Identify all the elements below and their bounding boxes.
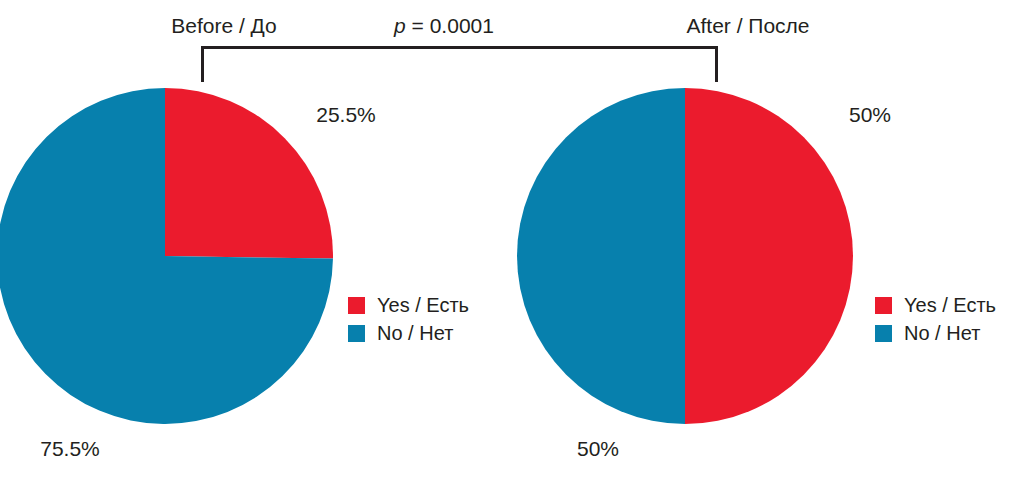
legend-label-yes: Yes / Есть — [904, 294, 996, 317]
pie-chart-before — [0, 88, 333, 424]
p-value-label: p = 0.0001 — [394, 13, 494, 38]
p-symbol: p — [394, 14, 406, 37]
comparison-bracket-line — [201, 46, 718, 49]
title-after: After / После — [686, 13, 809, 38]
legend-item-no: No / Нет — [875, 322, 996, 345]
legend-label-no: No / Нет — [904, 322, 980, 345]
pie-chart-after — [517, 88, 853, 424]
p-equals-value: = 0.0001 — [406, 14, 494, 37]
after-yes-percentage-label: 50% — [849, 103, 891, 127]
bracket-right-tick — [715, 46, 718, 82]
after-no-percentage-label: 50% — [577, 437, 619, 461]
pie-comparison-figure: Before / До p = 0.0001 After / После 25.… — [0, 0, 1024, 482]
yes-color-swatch — [348, 297, 365, 314]
legend-item-no: No / Нет — [348, 322, 469, 345]
legend-before: Yes / Есть No / Нет — [348, 294, 469, 345]
legend-item-yes: Yes / Есть — [348, 294, 469, 317]
bracket-left-tick — [201, 46, 204, 82]
before-yes-percentage-label: 25.5% — [316, 103, 376, 127]
before-no-percentage-label: 75.5% — [40, 437, 100, 461]
legend-label-no: No / Нет — [377, 322, 453, 345]
legend-after: Yes / Есть No / Нет — [875, 294, 996, 345]
legend-item-yes: Yes / Есть — [875, 294, 996, 317]
no-color-swatch — [875, 325, 892, 342]
legend-label-yes: Yes / Есть — [377, 294, 469, 317]
title-before: Before / До — [171, 13, 277, 38]
no-color-swatch — [348, 325, 365, 342]
yes-color-swatch — [875, 297, 892, 314]
